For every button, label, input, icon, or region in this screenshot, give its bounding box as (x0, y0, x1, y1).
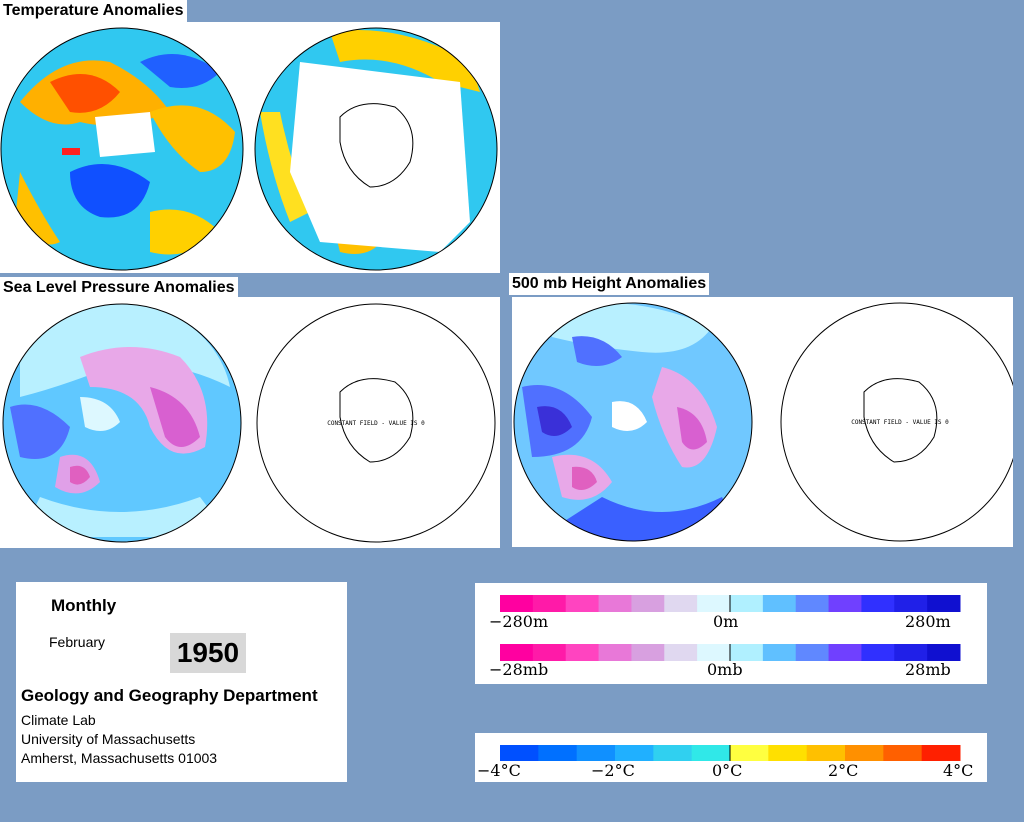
temperature-swatch (806, 745, 846, 761)
temp-scale-plus4: 4°C (943, 761, 974, 780)
slp-constant-field-note: CONSTANT FIELD - VALUE IS 0 (327, 420, 425, 427)
slp-anomalies-title: Sea Level Pressure Anomalies (0, 277, 238, 299)
height-swatch (828, 595, 862, 612)
temperature-swatch (921, 745, 961, 761)
slp-panel: CONSTANT FIELD - VALUE IS 0 (0, 297, 500, 548)
pressure-colorbar (500, 644, 961, 661)
pressure-swatch (697, 644, 731, 661)
temperature-swatch (576, 745, 616, 761)
temperature-legend: −4°C −2°C 0°C 2°C 4°C (475, 733, 987, 782)
height-scale-center: 0m (713, 612, 739, 631)
height-swatch (894, 595, 928, 612)
pressure-swatch (795, 644, 830, 661)
pressure-scale-center: 0mb (707, 660, 743, 679)
height500-constant-field-note: CONSTANT FIELD - VALUE IS 0 (851, 419, 949, 426)
temperature-swatch (500, 745, 539, 761)
temp-scale-plus2: 2°C (828, 761, 859, 780)
pressure-swatch (565, 644, 600, 661)
height-swatch (861, 595, 895, 612)
pressure-swatch (730, 644, 764, 661)
temperature-swatch (768, 745, 808, 761)
height500-anomalies-title: 500 mb Height Anomalies (509, 273, 710, 295)
pressure-scale-min: −28mb (489, 660, 549, 679)
pressure-swatch (762, 644, 797, 661)
height-swatch (730, 595, 764, 612)
university-label: University of Massachusetts (21, 731, 196, 747)
pressure-swatch (828, 644, 862, 661)
temperature-swatch (883, 745, 923, 761)
height-swatch (532, 595, 567, 612)
temperature-swatch (653, 745, 693, 761)
pressure-swatch (664, 644, 698, 661)
pressure-swatch (894, 644, 928, 661)
height-swatch (762, 595, 797, 612)
address-label: Amherst, Massachusetts 01003 (21, 750, 218, 766)
height-swatch (927, 595, 961, 612)
height-swatch (664, 595, 698, 612)
nh-slp-map (3, 304, 241, 542)
pressure-swatch (927, 644, 961, 661)
height-swatch (598, 595, 632, 612)
temperature-globes (0, 27, 498, 271)
height-swatch (795, 595, 830, 612)
height-swatch (500, 595, 534, 612)
temperature-swatch (691, 745, 731, 761)
height-pressure-legend: −280m 0m 280m −28mb 0mb 28mb (475, 583, 987, 684)
year-label: 1950 (170, 633, 246, 673)
temperature-swatch (615, 745, 654, 761)
pressure-swatch (631, 644, 665, 661)
height500-panel: CONSTANT FIELD - VALUE IS 0 (512, 297, 1013, 547)
month-label: February (49, 634, 106, 650)
temp-scale-zero: 0°C (712, 761, 743, 780)
temp-scale-minus2: −2°C (591, 761, 635, 780)
height500-globes: CONSTANT FIELD - VALUE IS 0 (513, 302, 1013, 542)
pressure-scale-max: 28mb (905, 660, 951, 679)
height-scale-min: −280m (489, 612, 549, 631)
temperature-swatch (845, 745, 884, 761)
temperature-panel (0, 22, 500, 273)
info-box: Monthly February 1950 Geology and Geogra… (16, 582, 347, 782)
temperature-swatch (730, 745, 769, 761)
nh-height500-map (514, 303, 752, 541)
temperature-colorbar (500, 745, 961, 761)
pressure-swatch (500, 644, 534, 661)
height-swatch (565, 595, 600, 612)
height-pressure-colorbars (500, 595, 961, 661)
temperature-swatch (538, 745, 578, 761)
sh-temperature-map (255, 28, 497, 270)
height-colorbar (500, 595, 961, 612)
height-scale-max: 280m (905, 612, 951, 631)
temperature-anomalies-title: Temperature Anomalies (0, 0, 187, 22)
pressure-swatch (861, 644, 895, 661)
slp-globes: CONSTANT FIELD - VALUE IS 0 (2, 303, 496, 543)
height-swatch (697, 595, 731, 612)
temp-scale-minus4: −4°C (477, 761, 521, 780)
lab-label: Climate Lab (21, 712, 96, 728)
temperature-colorbar-svg (500, 745, 961, 761)
department-label: Geology and Geography Department (21, 686, 318, 705)
pressure-swatch (598, 644, 632, 661)
period-label: Monthly (51, 596, 117, 615)
pressure-swatch (532, 644, 567, 661)
height-swatch (631, 595, 665, 612)
